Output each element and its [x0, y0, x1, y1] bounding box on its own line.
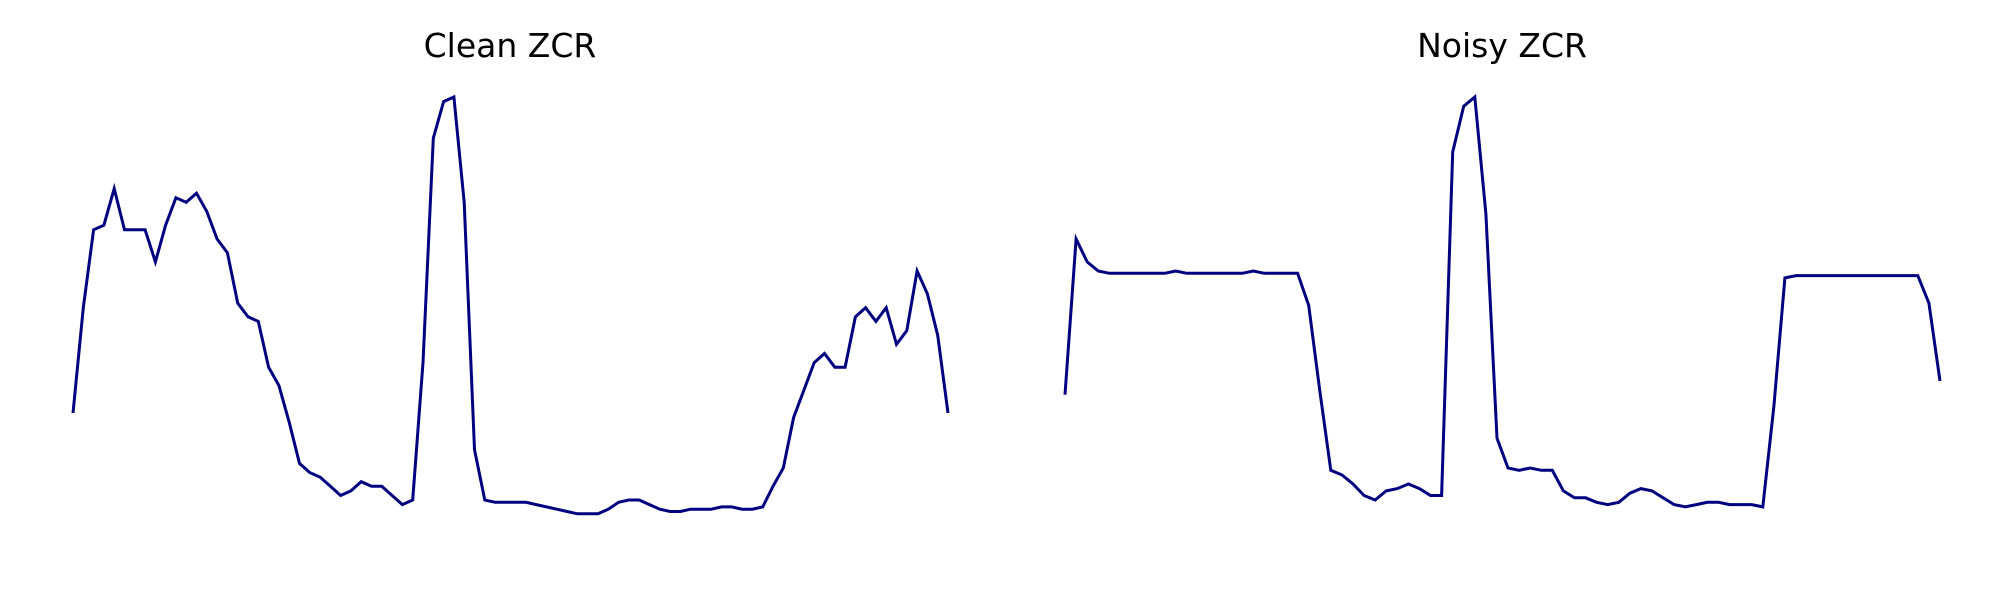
- noisy-zcr-title: Noisy ZCR: [1417, 26, 1587, 65]
- clean-zcr-series-line: [71, 94, 950, 516]
- clean-zcr-title: Clean ZCR: [424, 26, 597, 65]
- noisy-zcr-series-line: [1063, 94, 1942, 509]
- clean-zcr-panel: Clean ZCR: [71, 26, 950, 516]
- noisy-zcr-panel: Noisy ZCR: [1063, 26, 1942, 509]
